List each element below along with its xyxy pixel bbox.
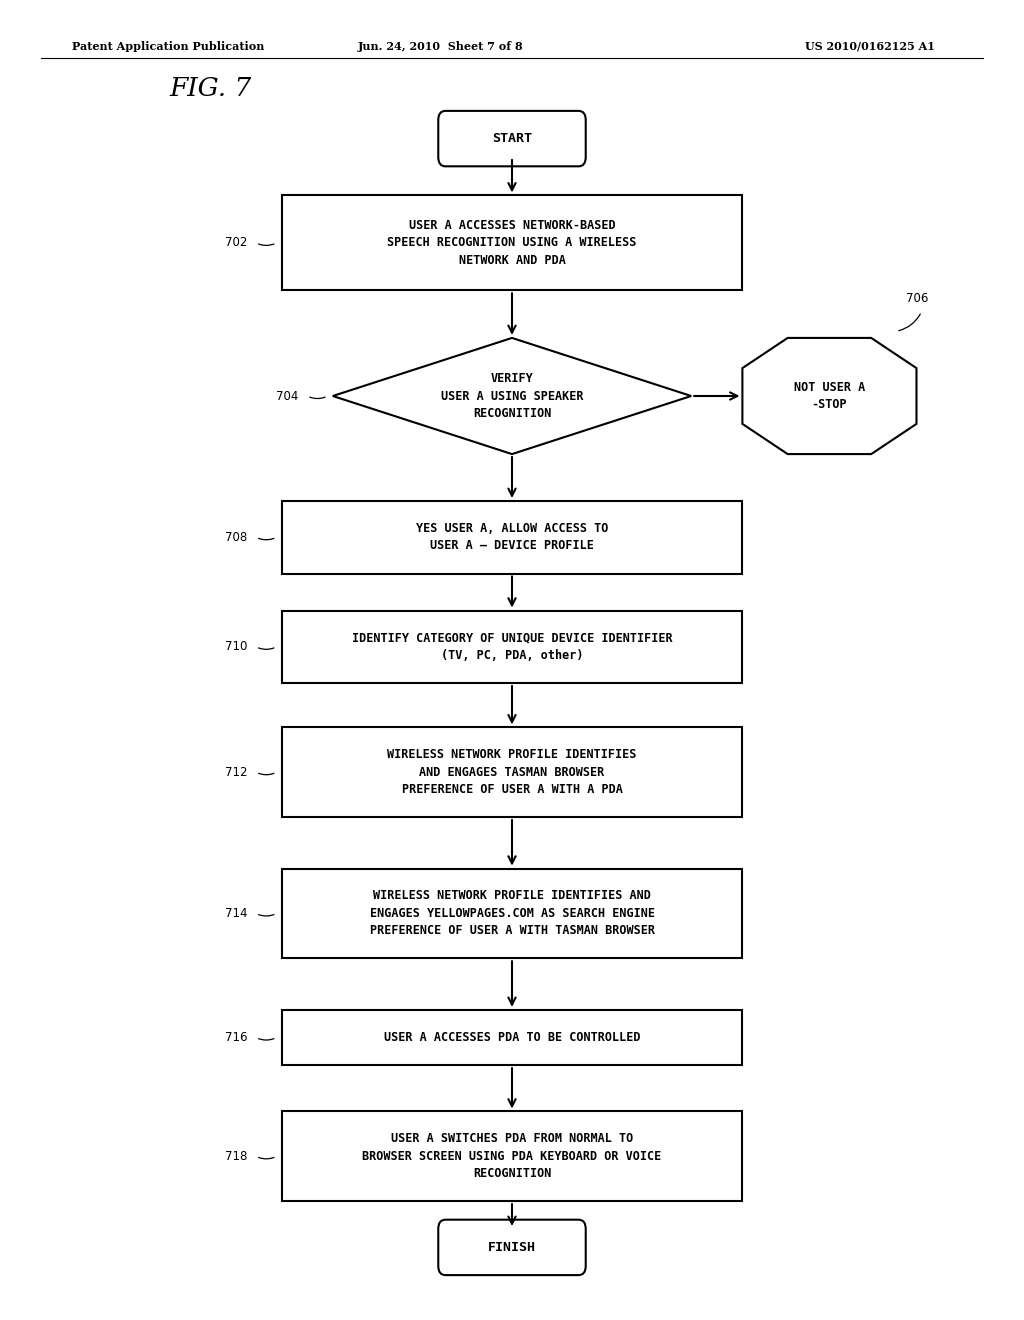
Text: START: START xyxy=(492,132,532,145)
Text: 702: 702 xyxy=(225,236,248,249)
FancyBboxPatch shape xyxy=(438,111,586,166)
Bar xyxy=(282,1010,742,1065)
Text: FIG. 7: FIG. 7 xyxy=(169,77,251,100)
Text: VERIFY
USER A USING SPEAKER
RECOGNITION: VERIFY USER A USING SPEAKER RECOGNITION xyxy=(440,372,584,420)
Text: US 2010/0162125 A1: US 2010/0162125 A1 xyxy=(806,41,935,51)
Text: Patent Application Publication: Patent Application Publication xyxy=(72,41,264,51)
Bar xyxy=(282,1111,742,1201)
Text: 710: 710 xyxy=(225,640,248,653)
Text: IDENTIFY CATEGORY OF UNIQUE DEVICE IDENTIFIER
(TV, PC, PDA, other): IDENTIFY CATEGORY OF UNIQUE DEVICE IDENT… xyxy=(351,631,673,663)
Polygon shape xyxy=(333,338,691,454)
Text: 708: 708 xyxy=(225,531,248,544)
Text: 716: 716 xyxy=(225,1031,248,1044)
Text: 712: 712 xyxy=(225,766,248,779)
Text: Jun. 24, 2010  Sheet 7 of 8: Jun. 24, 2010 Sheet 7 of 8 xyxy=(357,41,523,51)
Bar xyxy=(282,727,742,817)
Text: 706: 706 xyxy=(906,292,929,305)
Polygon shape xyxy=(742,338,916,454)
Text: 718: 718 xyxy=(225,1150,248,1163)
Text: FINISH: FINISH xyxy=(488,1241,536,1254)
Bar xyxy=(282,869,742,958)
Bar xyxy=(282,195,742,290)
Text: USER A ACCESSES PDA TO BE CONTROLLED: USER A ACCESSES PDA TO BE CONTROLLED xyxy=(384,1031,640,1044)
Bar xyxy=(282,500,742,573)
Text: USER A SWITCHES PDA FROM NORMAL TO
BROWSER SCREEN USING PDA KEYBOARD OR VOICE
RE: USER A SWITCHES PDA FROM NORMAL TO BROWS… xyxy=(362,1133,662,1180)
Text: 714: 714 xyxy=(225,907,248,920)
Text: 704: 704 xyxy=(276,389,299,403)
Text: USER A ACCESSES NETWORK-BASED
SPEECH RECOGNITION USING A WIRELESS
NETWORK AND PD: USER A ACCESSES NETWORK-BASED SPEECH REC… xyxy=(387,219,637,267)
Text: WIRELESS NETWORK PROFILE IDENTIFIES AND
ENGAGES YELLOWPAGES.COM AS SEARCH ENGINE: WIRELESS NETWORK PROFILE IDENTIFIES AND … xyxy=(370,890,654,937)
FancyBboxPatch shape xyxy=(438,1220,586,1275)
Text: YES USER A, ALLOW ACCESS TO
USER A – DEVICE PROFILE: YES USER A, ALLOW ACCESS TO USER A – DEV… xyxy=(416,521,608,553)
Bar xyxy=(282,610,742,684)
Text: NOT USER A
-STOP: NOT USER A -STOP xyxy=(794,380,865,412)
Text: WIRELESS NETWORK PROFILE IDENTIFIES
AND ENGAGES TASMAN BROWSER
PREFERENCE OF USE: WIRELESS NETWORK PROFILE IDENTIFIES AND … xyxy=(387,748,637,796)
